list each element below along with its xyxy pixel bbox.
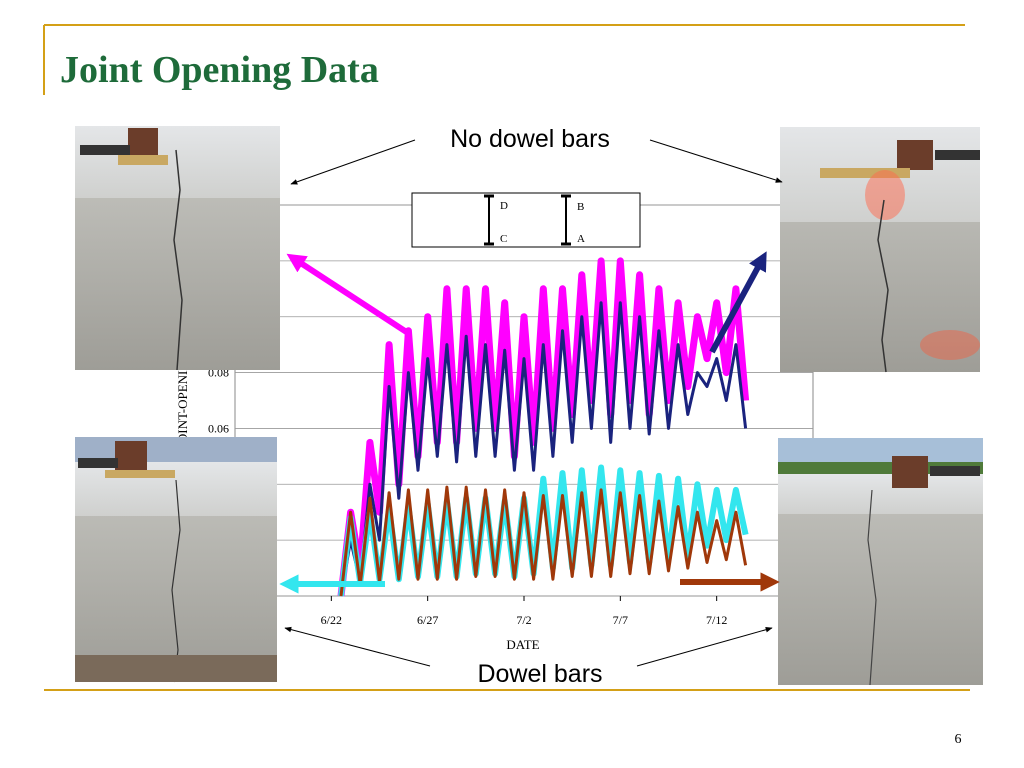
x-tick-label: 7/2	[516, 613, 531, 627]
series-line	[339, 485, 748, 597]
pointer-arrow	[649, 139, 783, 183]
series-arrows	[279, 251, 780, 594]
photo	[778, 438, 983, 686]
x-tick-label: 6/27	[417, 613, 438, 627]
photo	[75, 126, 280, 371]
x-tick-label: 7/12	[706, 613, 727, 627]
pointer-arrow	[284, 626, 431, 667]
x-tick-label: 6/22	[321, 613, 342, 627]
photo	[780, 127, 980, 373]
inset-label: A	[577, 233, 585, 245]
inset-label: D	[500, 200, 508, 212]
series-line	[339, 301, 748, 597]
x-tick-label: 7/7	[613, 613, 628, 627]
series-line	[338, 464, 749, 597]
top-label: No dowel bars	[450, 125, 610, 153]
pointer-arrow	[636, 627, 773, 667]
x-axis-label: DATE	[506, 637, 539, 652]
bottom-label: Dowel bars	[477, 660, 602, 688]
inset-diagram: D C B A	[411, 192, 641, 248]
series-arrow	[709, 251, 767, 354]
photo	[75, 437, 277, 683]
series-arrow	[286, 253, 410, 336]
inset-label: B	[577, 201, 584, 213]
inset-label: C	[500, 233, 507, 245]
pointer-arrow	[290, 139, 416, 185]
y-tick-label: 0.06	[208, 421, 229, 435]
slide-title: Joint Opening Data	[60, 49, 379, 91]
inset-box	[411, 192, 641, 248]
y-axis-label: JOINT-OPENING	[175, 352, 190, 448]
page-number: 6	[955, 732, 962, 747]
plot-area	[234, 204, 814, 597]
